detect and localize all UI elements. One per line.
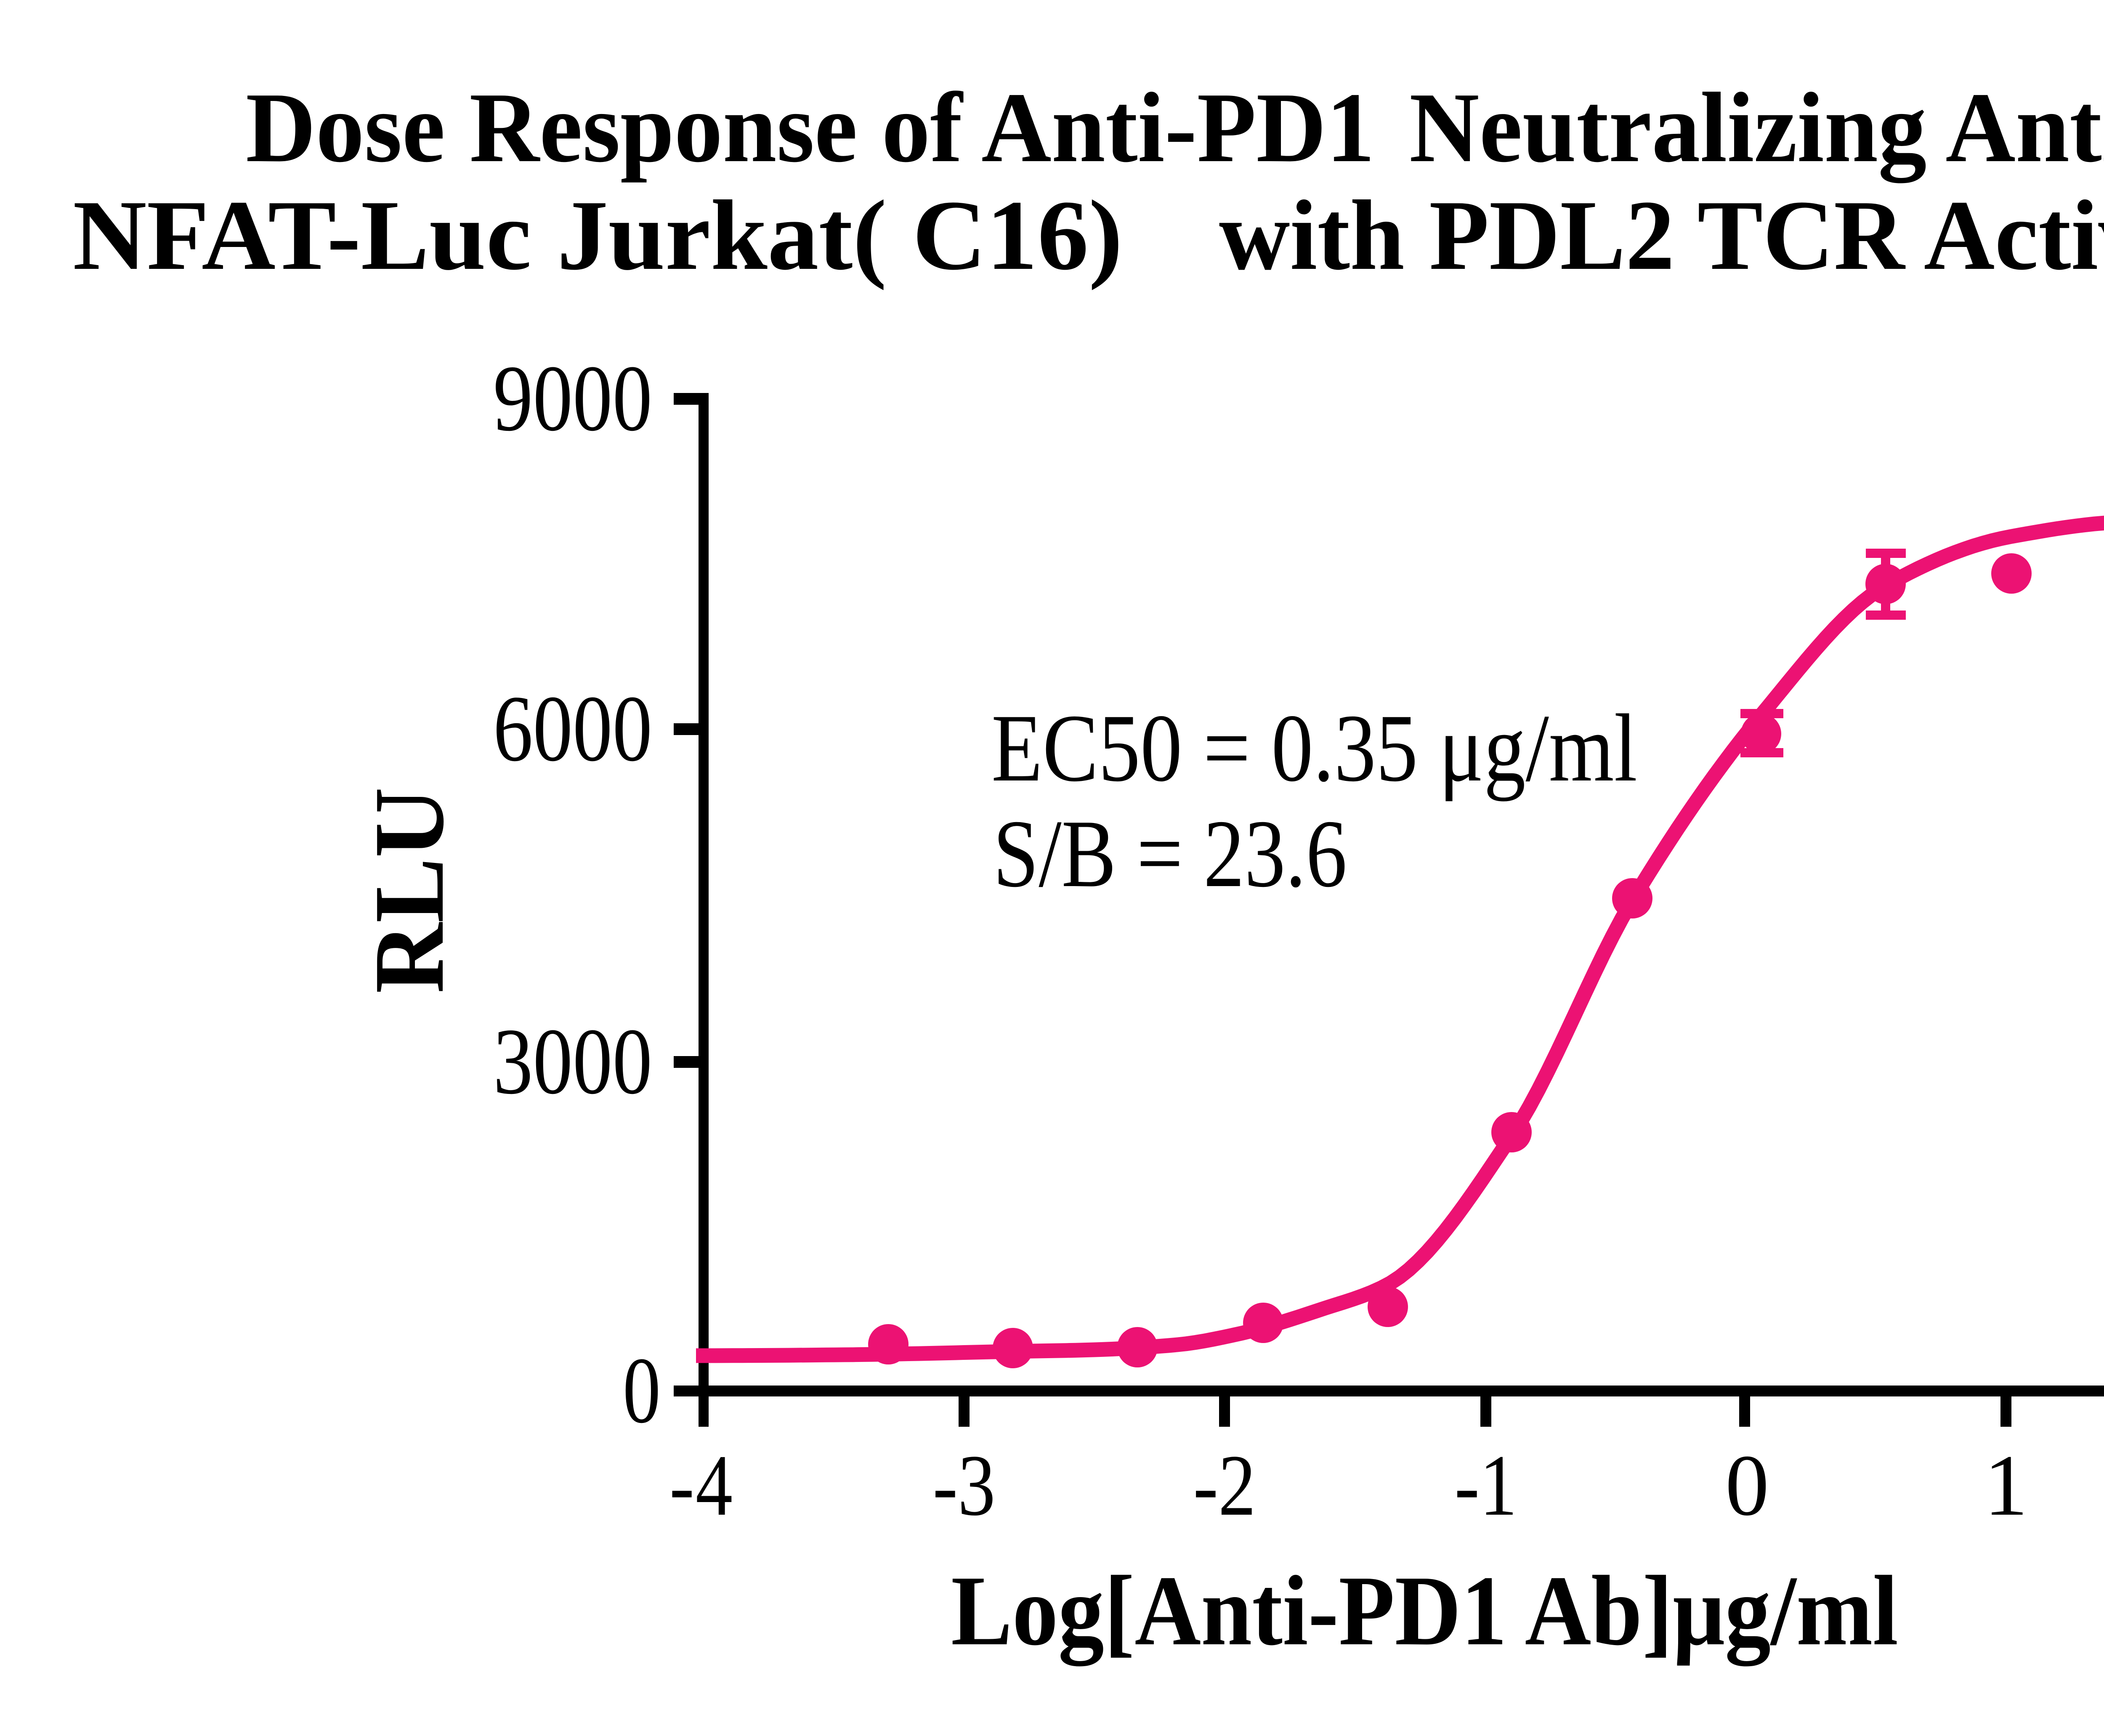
svg-text:with PDL2 TCR Activator CHO(C1: with PDL2 TCR Activator CHO(C1) bbox=[1219, 180, 2104, 291]
svg-text:RLU: RLU bbox=[354, 787, 465, 993]
svg-text:-2: -2 bbox=[1193, 1437, 1256, 1534]
svg-text:0: 0 bbox=[623, 1338, 661, 1443]
svg-text:4: 4 bbox=[696, 1437, 733, 1534]
svg-text:-: - bbox=[669, 1437, 694, 1534]
svg-text:Dose Response of Anti-PD1: Dose Response of Anti-PD1 bbox=[246, 72, 1375, 183]
svg-text:Neutralizing Antibody in PD1: Neutralizing Antibody in PD1 bbox=[1409, 72, 2104, 183]
svg-text:3000: 3000 bbox=[493, 1009, 652, 1114]
svg-text:6000: 6000 bbox=[493, 676, 652, 781]
svg-text:9000: 9000 bbox=[493, 345, 652, 451]
svg-text:-1: -1 bbox=[1455, 1437, 1517, 1534]
svg-text:EC50 = 0.35 μg/ml: EC50 = 0.35 μg/ml bbox=[991, 694, 1637, 802]
svg-text:1: 1 bbox=[1984, 1437, 2028, 1534]
svg-text:-3: -3 bbox=[933, 1437, 996, 1534]
svg-text:Log[Anti-PD1 Ab]μg/ml: Log[Anti-PD1 Ab]μg/ml bbox=[951, 1555, 1898, 1666]
svg-text:S/B = 23.6: S/B = 23.6 bbox=[993, 800, 1347, 907]
svg-text:NFAT-Luc Jurkat( C16): NFAT-Luc Jurkat( C16) bbox=[73, 180, 1123, 291]
svg-text:0: 0 bbox=[1725, 1437, 1769, 1534]
